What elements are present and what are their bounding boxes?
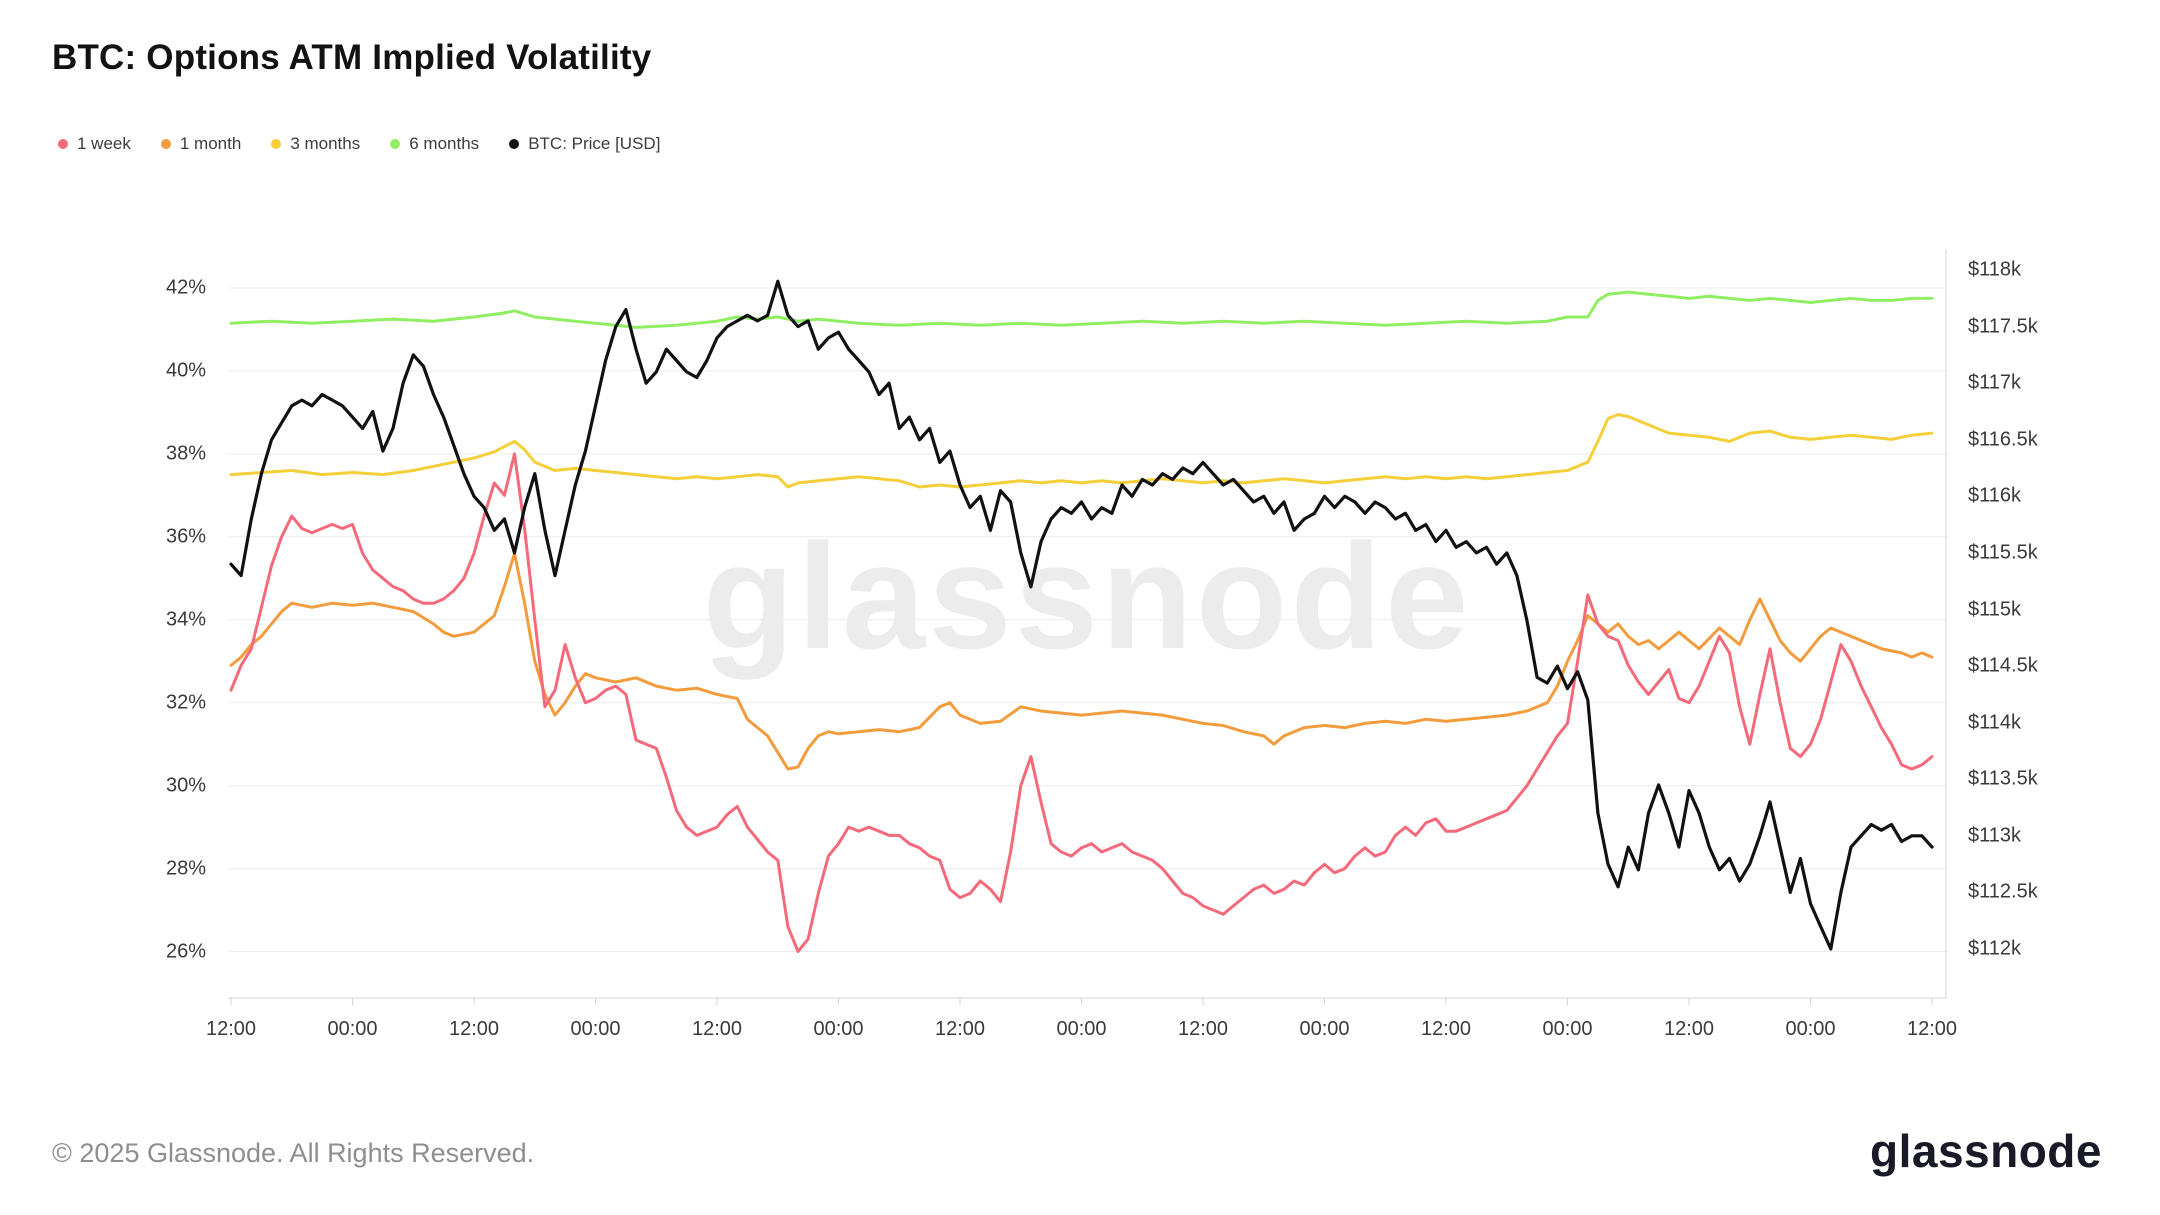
x-axis-tick-label: 12:00: [1177, 1018, 1229, 1040]
legend-dot-icon: [509, 139, 520, 149]
legend-label: 1 week: [77, 134, 131, 153]
left-axis-tick-label: 32%: [165, 691, 206, 714]
right-axis-tick-label: $114.5k: [1968, 654, 2038, 677]
x-axis-tick-label: 00:00: [570, 1018, 621, 1040]
left-axis-tick-label: 38%: [165, 442, 206, 465]
glassnode-logo: glassnode: [1869, 1125, 2102, 1177]
left-axis-tick-label: 42%: [165, 276, 206, 299]
plot-area[interactable]: glassnode: [228, 250, 1947, 1005]
right-axis-tick-label: $118k: [1968, 258, 2022, 281]
right-axis-tick-label: $115.5k: [1968, 541, 2038, 564]
legend-dot-icon: [58, 139, 68, 149]
x-axis-tick-label: 00:00: [1056, 1018, 1107, 1040]
right-axis-tick-label: $117.5k: [1968, 315, 2038, 338]
legend-label: 3 months: [290, 134, 361, 153]
x-axis-tick-label: 12:00: [1906, 1018, 1958, 1040]
x-axis-labels: 12:00 00:00 12:00 00:00 12:00 00:00 12:00 00:00…: [206, 1018, 1957, 1048]
x-axis-tick-label: 12:00: [1420, 1018, 1472, 1040]
x-axis-tick-label: 00:00: [327, 1018, 378, 1040]
chart-canvas[interactable]: [228, 250, 1947, 1006]
right-axis-tick-label: $116k: [1968, 484, 2022, 507]
legend-dot-icon: [271, 139, 282, 149]
legend-label: BTC: Price [USD]: [528, 134, 661, 153]
right-axis-tick-label: $112.5k: [1968, 880, 2038, 903]
legend: 1 week 1 month 3 months 6 months BTC: Price …: [58, 134, 660, 154]
legend-item-6-months[interactable]: 6 months: [390, 134, 479, 154]
x-axis-tick-label: 12:00: [934, 1018, 986, 1040]
x-axis-tick-label: 00:00: [1299, 1018, 1350, 1040]
left-axis-tick-label: 40%: [165, 359, 206, 382]
legend-label: 6 months: [409, 134, 480, 153]
right-axis-tick-label: $113k: [1968, 824, 2022, 847]
right-axis-tick-label: $115k: [1968, 598, 2022, 620]
x-axis-tick-label: 00:00: [1785, 1018, 1836, 1040]
right-axis-tick-label: $117k: [1968, 371, 2022, 394]
right-axis-labels: $118k $117.5k $117k $116.5k $116k $115.5k $115…: [1968, 250, 2138, 998]
copyright-text: © 2025 Glassnode. All Rights Reserved.: [52, 1138, 535, 1168]
right-axis-tick-label: $112k: [1968, 937, 2022, 960]
right-axis-tick-label: $114k: [1968, 711, 2022, 734]
chart-title: BTC: Options ATM Implied Volatility: [52, 38, 652, 77]
x-axis-tick-label: 12:00: [691, 1018, 743, 1040]
legend-item-1-month[interactable]: 1 month: [160, 134, 242, 154]
legend-item-1-week[interactable]: 1 week: [58, 134, 131, 154]
legend-item-3-months[interactable]: 3 months: [271, 134, 360, 154]
right-axis-tick-label: $116.5k: [1968, 428, 2038, 451]
x-axis-tick-label: 00:00: [1542, 1018, 1593, 1040]
left-axis-tick-label: 34%: [165, 608, 206, 631]
left-axis-tick-label: 26%: [165, 940, 206, 962]
x-axis-tick-label: 12:00: [1663, 1018, 1715, 1040]
x-axis-tick-label: 00:00: [813, 1018, 864, 1040]
legend-label: 1 month: [179, 134, 242, 153]
left-axis-tick-label: 36%: [165, 525, 206, 548]
left-axis-tick-label: 30%: [165, 774, 206, 797]
left-axis-tick-label: 28%: [165, 857, 206, 880]
x-axis-tick-label: 12:00: [205, 1018, 257, 1040]
legend-dot-icon: [390, 139, 401, 149]
legend-item-btc-price-usd[interactable]: BTC: Price [USD]: [509, 134, 660, 154]
legend-dot-icon: [160, 139, 171, 149]
right-axis-tick-label: $113.5k: [1968, 767, 2038, 790]
x-axis-tick-label: 12:00: [448, 1018, 500, 1040]
left-axis-labels: 42% 40% 38% 36% 34% 32% 30% 28% 26%: [0, 250, 206, 998]
